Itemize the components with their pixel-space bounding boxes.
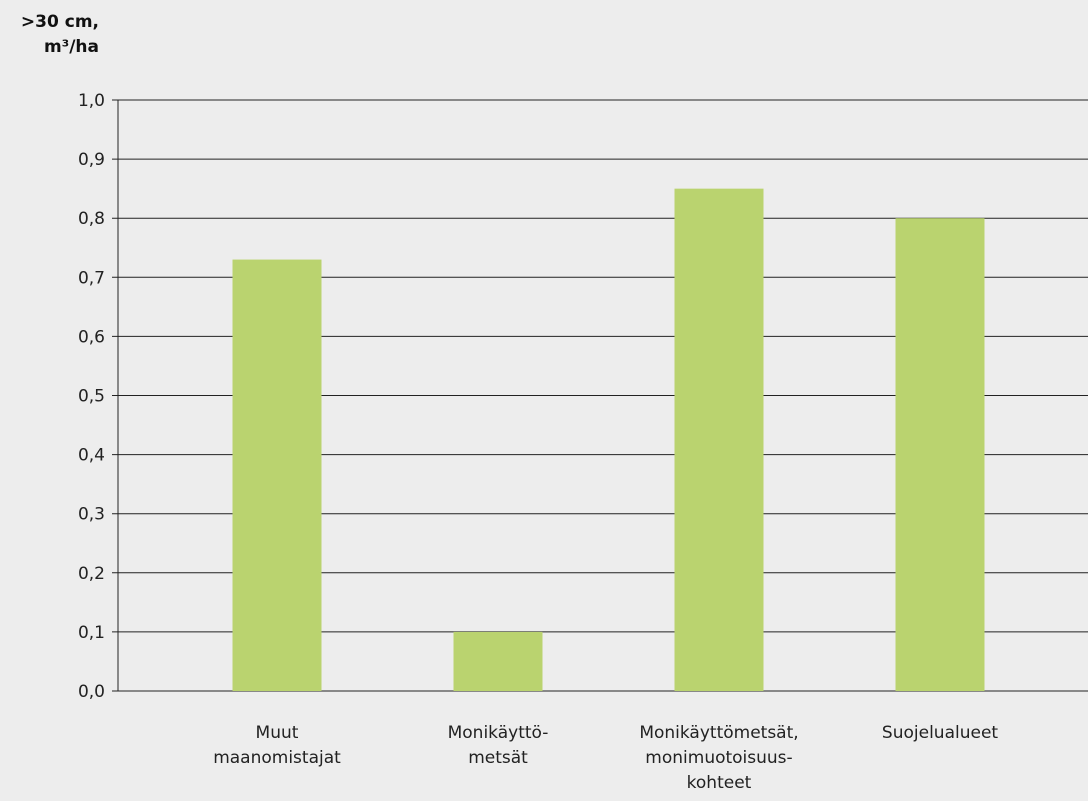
y-tick-label: 0,2 (78, 564, 105, 584)
y-tick-label: 0,5 (78, 387, 105, 407)
y-axis-label-line: >30 cm, (21, 12, 99, 32)
category-labels: Muut maanomistajat Monikäyttö-metsät Monikä… (213, 723, 998, 793)
y-tick-label: 0,3 (78, 505, 105, 525)
bar (895, 218, 985, 691)
y-tick-labels: 0,0 0,1 0,2 0,3 0,4 0,5 0,6 0,7 0,8 0,9 1,0 (78, 91, 105, 702)
y-tick-label: 0,6 (78, 327, 105, 347)
category-label: Muut (256, 723, 299, 743)
category-label: Monikäyttömetsät, (639, 723, 798, 743)
y-tick-label: 0,9 (78, 150, 105, 170)
y-tick-label: 0,1 (78, 623, 105, 643)
category-label: monimuotoisuus- (645, 748, 792, 768)
bar (453, 631, 543, 691)
bar (232, 259, 322, 691)
category-label: metsät (468, 748, 528, 768)
y-tick-label: 0,0 (78, 682, 105, 702)
y-tick-label: 0,4 (78, 446, 105, 466)
bars (232, 188, 985, 691)
y-tick-label: 0,7 (78, 268, 105, 288)
category-label: Monikäyttö- (448, 723, 549, 743)
y-tick-label: 1,0 (78, 91, 105, 111)
category-label: Suojelualueet (882, 723, 998, 743)
bar (674, 188, 764, 691)
y-axis-label: >30 cm, m³/ha (21, 12, 99, 57)
y-axis-label-line: m³/ha (44, 37, 99, 57)
category-label: kohteet (687, 773, 752, 793)
category-label: maanomistajat (213, 748, 341, 768)
y-tick-label: 0,8 (78, 209, 105, 229)
